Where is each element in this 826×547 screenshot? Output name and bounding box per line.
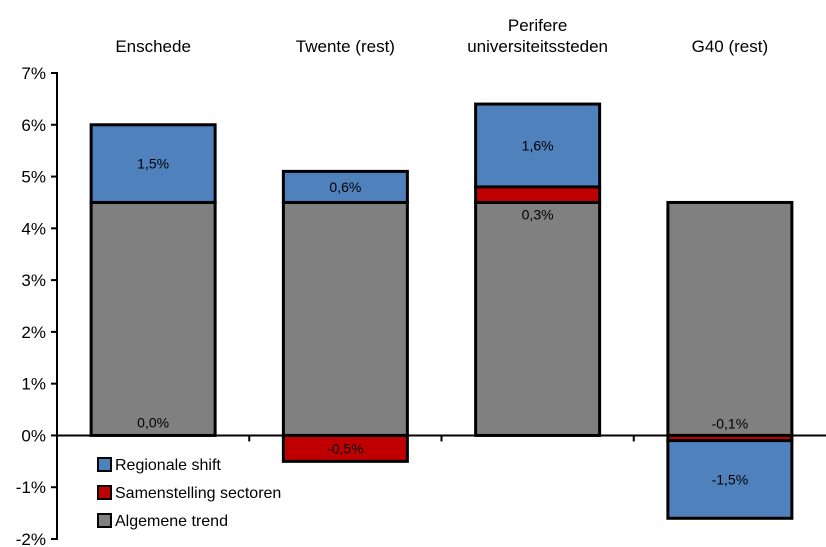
legend-label-samenstelling-sectoren: Samenstelling sectoren — [115, 485, 281, 502]
bar-samenstelling-sectoren-1 — [281, 433, 409, 463]
bar-regionale-shift-1 — [281, 169, 409, 204]
bar-regionale-shift-2 — [474, 102, 602, 189]
category-label: universiteitssteden — [467, 37, 608, 56]
category-label: Perifere — [508, 16, 568, 35]
y-tick-label: 3% — [21, 271, 46, 290]
y-tick-label: 1% — [21, 375, 46, 394]
bar-algemene-trend-0 — [89, 200, 217, 437]
legend-label-regionale-shift: Regionale shift — [115, 457, 221, 474]
category-label: Enschede — [115, 37, 191, 56]
category-label: G40 (rest) — [692, 37, 769, 56]
legend: Regionale shift Samenstelling sectoren Alg… — [97, 457, 281, 530]
bar-algemene-trend-2 — [474, 200, 602, 437]
data-label-samenstelling-sectoren-1: -0,5% — [327, 440, 364, 456]
y-tick-label: 0% — [21, 426, 46, 445]
bar-samenstelling-sectoren-2 — [474, 185, 602, 204]
data-label-regionale-shift-0: 1,5% — [137, 156, 169, 172]
axes-layer: -2% -1% 0% 1% 2% 3% 4% 5% 6% 7% — [16, 64, 826, 547]
y-tick-label: 2% — [21, 323, 46, 342]
data-label-regionale-shift-1: 0,6% — [329, 179, 361, 195]
y-tick-label: -2% — [16, 530, 46, 547]
data-label-samenstelling-sectoren-3: -0,1% — [712, 415, 749, 431]
y-tick-label: -1% — [16, 478, 46, 497]
bar-regionale-shift-3 — [666, 439, 794, 520]
bar-regionale-shift-0 — [89, 123, 217, 204]
labels-layer: Enschede Twente (rest) Perifere universitei… — [115, 16, 768, 487]
legend-swatch-algemene-trend — [97, 513, 112, 528]
bar-algemene-trend-1 — [281, 200, 409, 437]
legend-swatch-samenstelling-sectoren — [97, 485, 112, 500]
legend-swatch-regionale-shift — [97, 457, 112, 472]
y-tick-label: 6% — [21, 116, 46, 135]
bars-layer — [89, 102, 794, 520]
data-label-regionale-shift-3: -1,5% — [712, 471, 749, 487]
y-tick-label: 7% — [21, 64, 46, 83]
category-label: Twente (rest) — [296, 37, 395, 56]
data-label-regionale-shift-2: 1,6% — [522, 137, 554, 153]
data-label-samenstelling-sectoren-0: 0,0% — [137, 414, 169, 430]
legend-label-algemene-trend: Algemene trend — [115, 513, 228, 530]
data-label-samenstelling-sectoren-2: 0,3% — [522, 206, 554, 222]
y-tick-label: 4% — [21, 219, 46, 238]
bar-algemene-trend-3 — [666, 200, 794, 437]
y-tick-label: 5% — [21, 168, 46, 187]
